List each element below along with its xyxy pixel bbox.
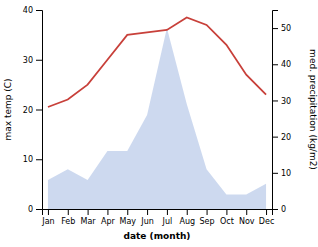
tick: 20 (23, 106, 42, 115)
tick-mark (36, 159, 42, 160)
axis-line (36, 11, 43, 210)
tick-label: 10 (281, 169, 291, 178)
x-axis: Jan Feb Mar AprMay Jun Jul Aug Sep Oct Nov Dec (41, 209, 274, 226)
tick-mark (187, 209, 188, 215)
tick-mark (246, 209, 247, 215)
y-axis: 0 10 20 30 40 (23, 6, 43, 214)
tick: Jul (162, 209, 173, 226)
tick: 40 (23, 6, 42, 15)
tick-label: 30 (23, 56, 33, 65)
tick-label: Jan (41, 217, 54, 226)
tick-label: 30 (281, 97, 291, 106)
tick-mark (272, 100, 278, 101)
tick-mark (272, 173, 278, 174)
tick-mark (107, 209, 108, 215)
tick-label: 50 (281, 24, 291, 33)
plot: Jan Feb Mar AprMay Jun Jul Aug Sep Oct Nov Dec 0 10 2… (23, 6, 291, 226)
tick: Oct (220, 209, 234, 226)
tick-label: Oct (220, 217, 234, 226)
tick-label: 10 (23, 155, 33, 164)
tick: Nov (239, 209, 255, 226)
tick-mark (167, 209, 168, 215)
tick-label: Feb (61, 217, 75, 226)
tick-label: 0 (28, 205, 33, 214)
tick-mark (272, 137, 278, 138)
y-axis-title: max temp (C) (3, 78, 13, 140)
tick: Aug (179, 209, 195, 226)
tick: 10 (272, 169, 291, 178)
tick-label: Aug (179, 217, 195, 226)
tick-mark (48, 209, 49, 215)
tick: 0 (272, 205, 286, 214)
chart-container: Jan Feb Mar AprMay Jun Jul Aug Sep Oct Nov Dec 0 10 2… (0, 0, 318, 247)
tick: May (119, 209, 136, 226)
tick: Jan (41, 209, 54, 226)
tick-mark (207, 209, 208, 215)
tick: 40 (272, 60, 291, 69)
tick-label: 20 (281, 133, 291, 142)
tick: Dec (259, 209, 274, 226)
tick-label: Nov (239, 217, 255, 226)
tick-mark (272, 28, 278, 29)
tick: 0 (28, 205, 42, 214)
tick-label: May (119, 217, 136, 226)
tick-mark (68, 209, 69, 215)
tick-mark (272, 209, 278, 210)
tick: Sep (200, 209, 215, 226)
tick: Jun (140, 209, 154, 226)
y2-axis-title: med. precipitation (kg/m2) (308, 49, 318, 170)
tick-label: Dec (259, 217, 274, 226)
tick-mark (147, 209, 148, 215)
tick: Apr (101, 209, 116, 226)
tick: 30 (272, 97, 291, 106)
tick: 30 (23, 56, 42, 65)
tick-label: 0 (281, 205, 286, 214)
axis-line (43, 210, 273, 216)
tick-mark (36, 60, 42, 61)
tick: Mar (81, 209, 97, 226)
tick-mark (226, 209, 227, 215)
tick-mark (36, 10, 42, 11)
tick-mark (266, 209, 267, 215)
tick-mark (88, 209, 89, 215)
tick: 50 (272, 24, 291, 33)
tick: 20 (272, 133, 291, 142)
tick-mark (272, 64, 278, 65)
chart: Jan Feb Mar AprMay Jun Jul Aug Sep Oct Nov Dec 0 10 2… (0, 0, 318, 247)
tick-mark (127, 209, 128, 215)
line (48, 17, 266, 107)
marks (48, 17, 266, 209)
tick-label: Mar (81, 217, 97, 226)
tick: 10 (23, 155, 42, 164)
tick-mark (36, 110, 42, 111)
tick-label: Jun (140, 217, 154, 226)
tick-label: Apr (101, 217, 116, 226)
axis-line (273, 11, 279, 210)
tick-label: 20 (23, 106, 33, 115)
tick-label: 40 (281, 60, 291, 69)
tick: Feb (61, 209, 75, 226)
tick-mark (36, 209, 42, 210)
y2-axis: 0 10 20 30 40 50 (272, 11, 291, 215)
x-axis-title: date (month) (124, 231, 191, 241)
tick-label: Jul (162, 217, 173, 226)
tick-label: Sep (200, 217, 215, 226)
tick-label: 40 (23, 6, 33, 15)
